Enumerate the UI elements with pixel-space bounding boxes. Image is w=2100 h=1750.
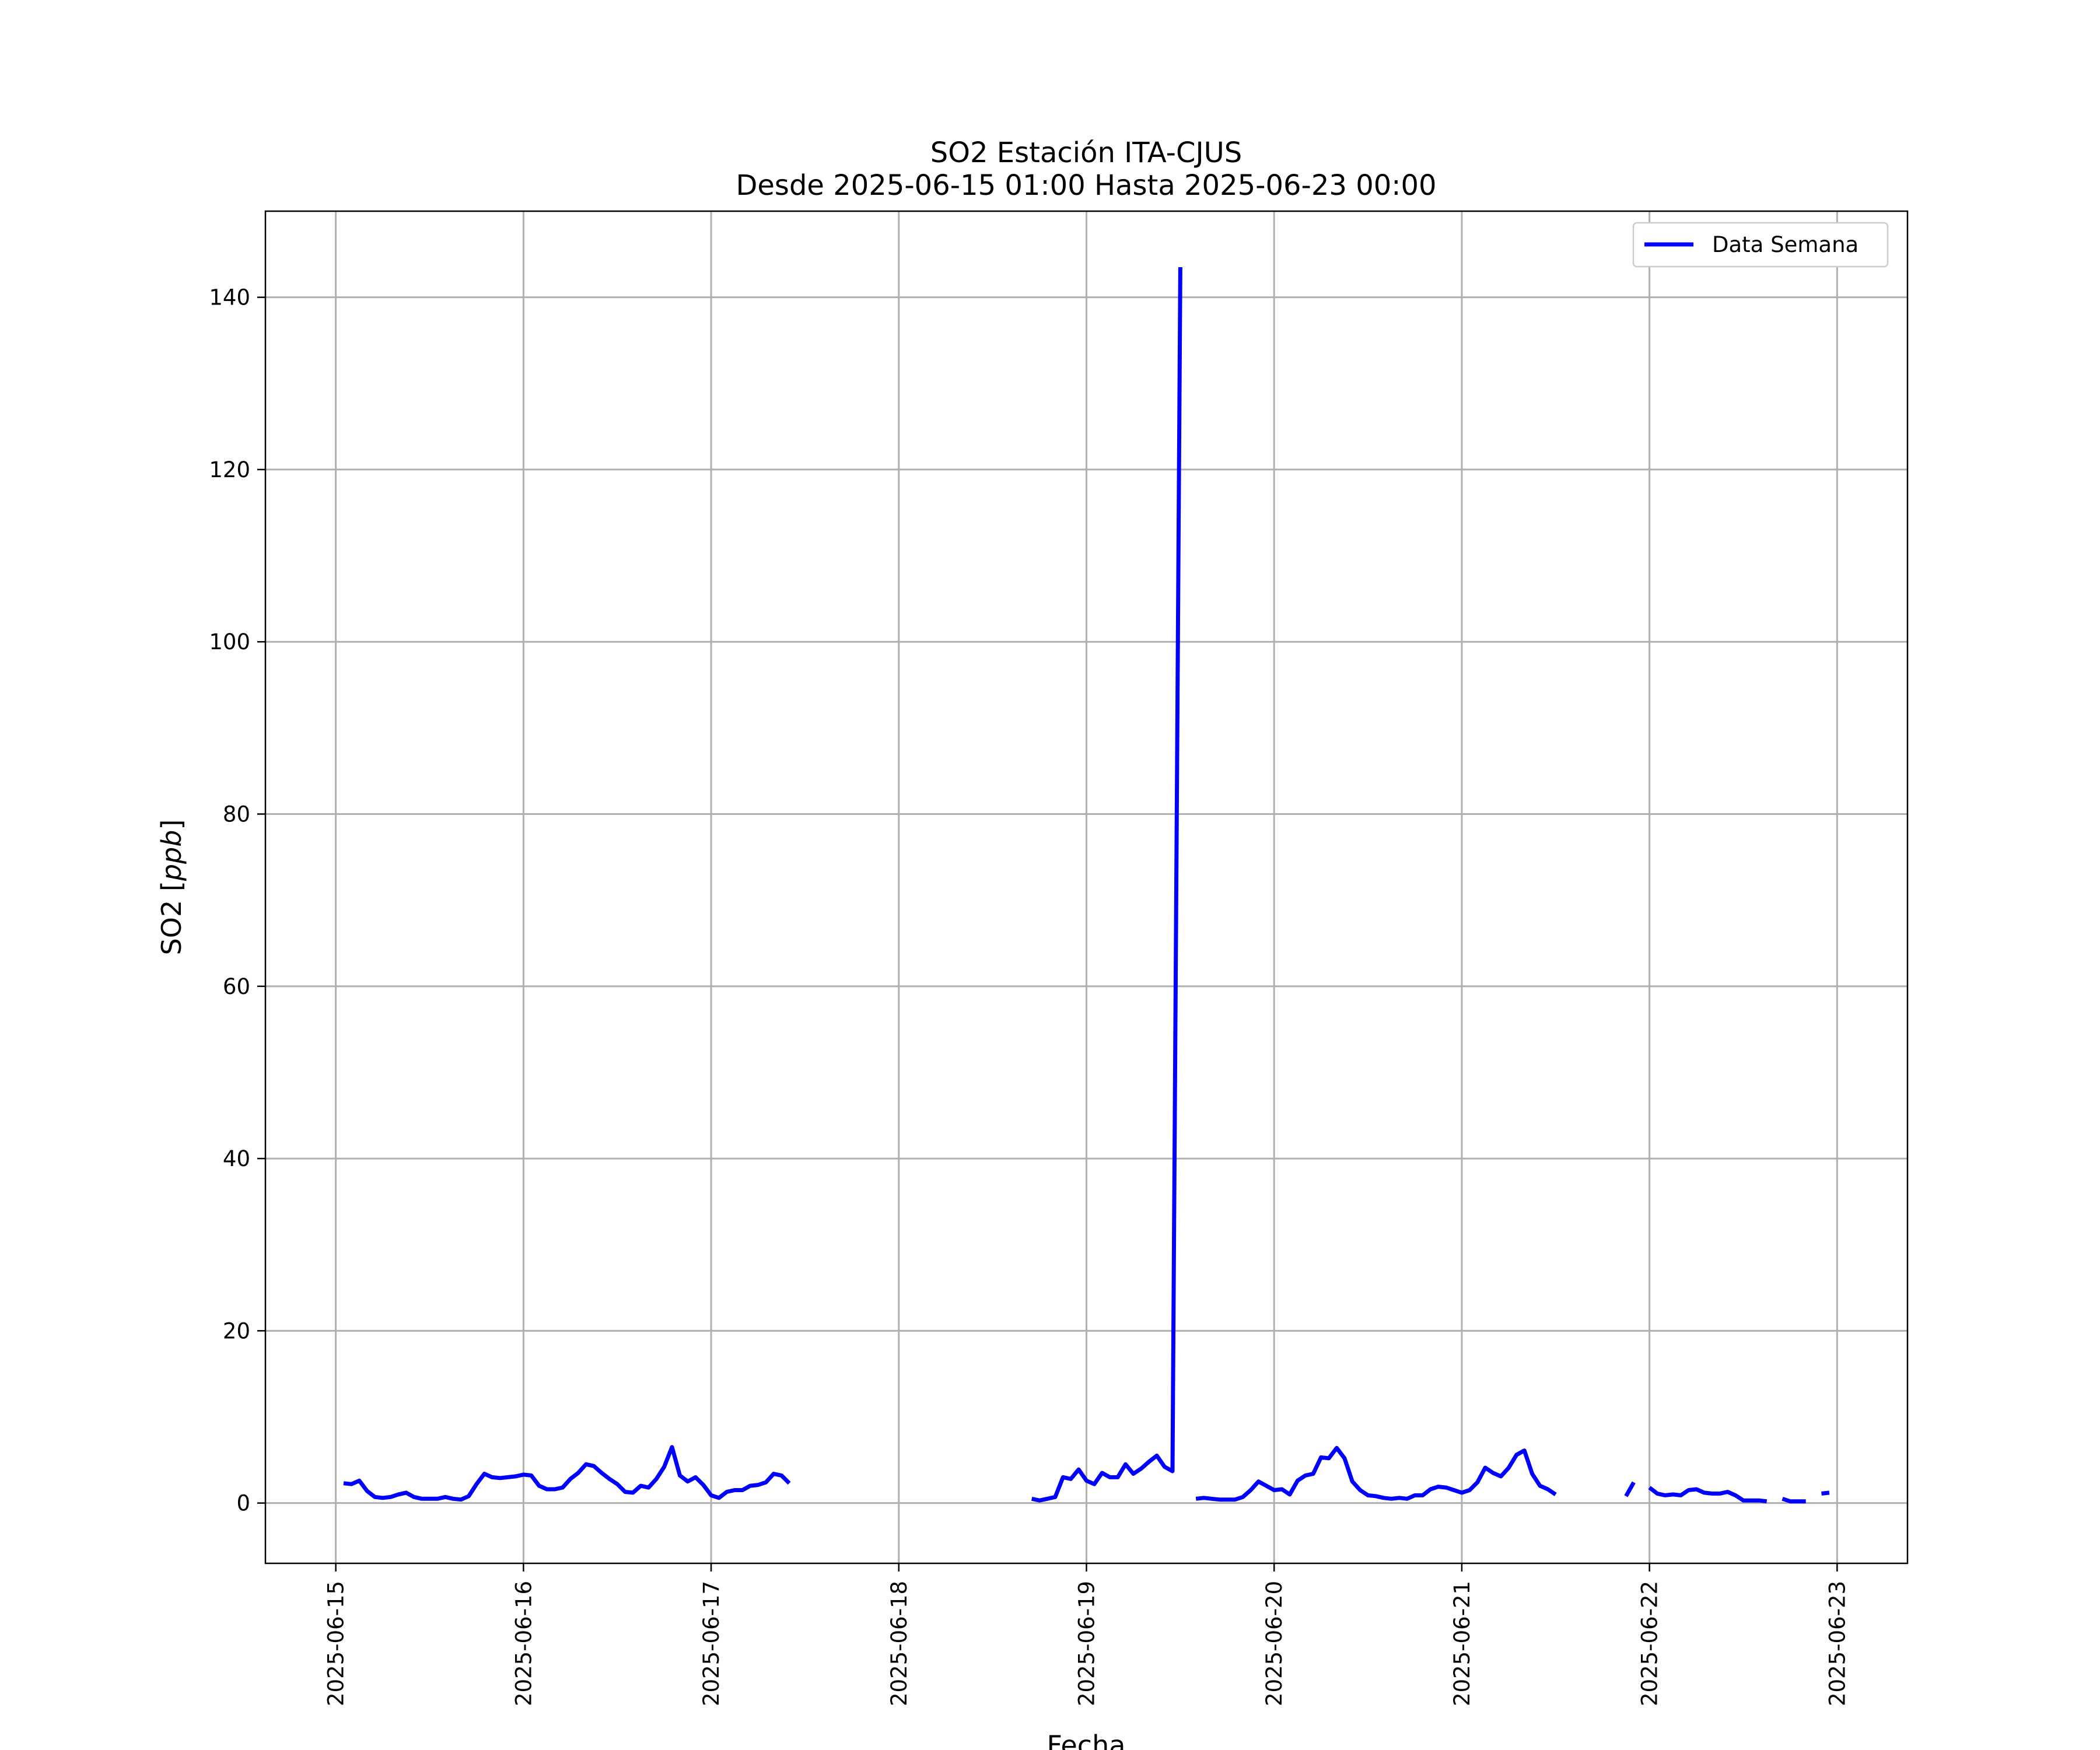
x-tick-label: 2025-06-16	[511, 1581, 536, 1706]
series-line-segment	[1648, 1486, 1768, 1504]
x-tick-label: 2025-06-19	[1074, 1581, 1100, 1706]
series-line-segment	[1782, 1496, 1806, 1504]
y-tick-label: 100	[209, 629, 250, 654]
y-tick-label: 120	[209, 457, 250, 482]
x-tick-label: 2025-06-23	[1825, 1581, 1850, 1706]
x-tick-label: 2025-06-22	[1637, 1581, 1662, 1706]
x-axis-label: Fecha	[1047, 1730, 1126, 1750]
series-line-segment	[1821, 1490, 1830, 1496]
y-axis-label-suffix: ]	[156, 820, 187, 830]
legend-box	[1632, 222, 1889, 268]
x-tick-label: 2025-06-18	[887, 1581, 912, 1706]
chart-subtitle: Desde 2025-06-15 01:00 Hasta 2025-06-23 …	[736, 169, 1436, 202]
y-axis-label-unit: ppb	[156, 830, 187, 882]
x-tick-label: 2025-06-15	[324, 1581, 349, 1706]
series-layer	[343, 267, 1830, 1504]
y-tick-label: 20	[223, 1318, 250, 1343]
y-tick-label: 0	[236, 1491, 250, 1516]
legend-label: Data Semana	[1712, 232, 1859, 257]
x-tick-label: 2025-06-20	[1262, 1581, 1287, 1706]
series-line-segment	[1031, 267, 1182, 1503]
y-tick-label: 140	[209, 285, 250, 310]
y-tick-label: 60	[223, 974, 250, 999]
y-tick-label: 40	[223, 1146, 250, 1171]
y-tick-label: 80	[223, 802, 250, 827]
series-line-segment	[1624, 1481, 1636, 1497]
chart-title: SO2 Estación ITA-CJUS	[930, 136, 1242, 169]
y-axis-label-prefix: SO2 [	[156, 881, 187, 955]
y-axis-label: SO2 [ppb]	[156, 820, 187, 956]
x-tick-label: 2025-06-17	[699, 1581, 724, 1706]
x-tick-label: 2025-06-21	[1450, 1581, 1475, 1706]
x-axis-ticks: 2025-06-15 2025-06-16 2025-06-17 2025-06-18…	[324, 1563, 1850, 1706]
series-line-segment	[1195, 1446, 1557, 1502]
x-gridlines	[335, 211, 1838, 1563]
series-line-segment	[343, 1445, 791, 1502]
y-gridlines	[265, 296, 1908, 1504]
legend: Data Semana	[1632, 222, 1889, 268]
y-axis-ticks: 0 20 40 60 80 100 120 140	[209, 285, 265, 1516]
